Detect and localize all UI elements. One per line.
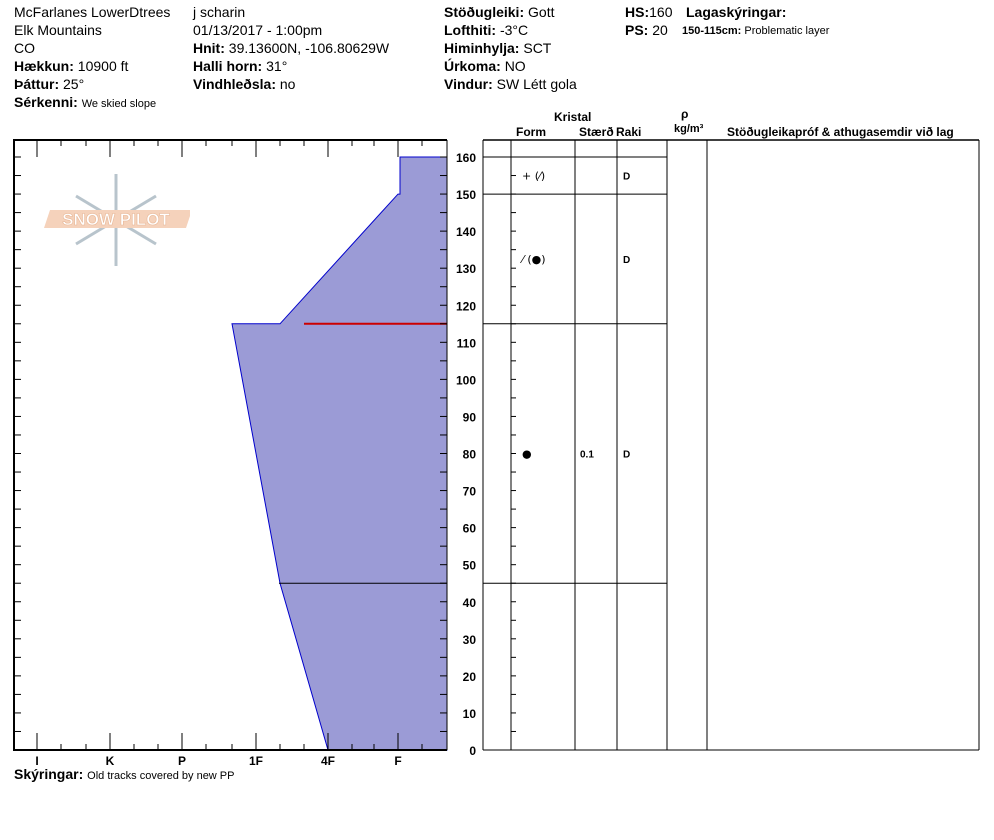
layer-moisture: D bbox=[623, 255, 630, 266]
y-tick-label: 120 bbox=[456, 299, 476, 313]
observer: j scharin bbox=[193, 4, 246, 20]
y-tick-label: 60 bbox=[463, 522, 477, 536]
y-tick-label: 140 bbox=[456, 225, 476, 239]
layer-moisture: D bbox=[623, 172, 630, 183]
layer-form: + (⁄) bbox=[522, 170, 545, 183]
coords: Hnit: 39.13600N, -106.80629W bbox=[193, 40, 390, 56]
layer-form: ⁄ (●) bbox=[519, 253, 546, 266]
sky: Himinhylja: SCT bbox=[444, 40, 552, 56]
y-tick-label: 80 bbox=[463, 448, 477, 462]
chart-frame bbox=[13, 139, 447, 751]
svg-text:SNOW PILOT: SNOW PILOT bbox=[62, 210, 170, 229]
y-tick-label: 90 bbox=[463, 410, 477, 424]
wind: Vindur: SW Létt gola bbox=[444, 76, 577, 92]
datetime: 01/13/2017 - 1:00pm bbox=[193, 22, 323, 38]
layer-form: ● bbox=[522, 448, 532, 461]
hardness-profile-area bbox=[231, 156, 448, 751]
snowflake-icon: SNOW PILOT bbox=[44, 174, 190, 266]
x-tick-label: 4F bbox=[321, 754, 335, 768]
y-tick-label: 130 bbox=[456, 262, 476, 276]
layer-notes-label: Lagaskýringar: bbox=[686, 4, 787, 20]
x-tick-label: 1F bbox=[249, 754, 263, 768]
notes: Sérkenni: We skied slope bbox=[14, 94, 157, 110]
form-header: Form bbox=[516, 125, 546, 139]
slope: Halli horn: 31° bbox=[193, 58, 288, 74]
y-tick-label: 0 bbox=[469, 744, 476, 758]
x-tick-label: F bbox=[394, 754, 401, 768]
y-tick-label: 150 bbox=[456, 188, 476, 202]
size-header: Stærð bbox=[579, 125, 614, 139]
moisture-header: Raki bbox=[616, 125, 642, 139]
y-tick-label: 70 bbox=[463, 485, 477, 499]
y-tick-label: 100 bbox=[456, 373, 476, 387]
hs: HS:160 bbox=[625, 4, 673, 20]
state: CO bbox=[14, 40, 35, 56]
snowpilot-logo: SNOW PILOT bbox=[40, 172, 190, 268]
layer-moisture: D bbox=[623, 450, 630, 461]
x-tick-label: P bbox=[178, 754, 186, 768]
comments-header: Stöðugleikapróf & athugasemdir við lag bbox=[727, 125, 954, 139]
x-tick-label: I bbox=[35, 754, 38, 768]
air-temp: Lofthiti: -3°C bbox=[444, 22, 529, 38]
y-tick-label: 160 bbox=[456, 151, 476, 165]
footer-comments: Skýringar: Old tracks covered by new PP bbox=[14, 766, 235, 782]
precip: Úrkoma: NO bbox=[444, 58, 526, 74]
y-tick-label: 110 bbox=[457, 336, 477, 350]
density-unit-header: kg/m³ bbox=[674, 123, 704, 135]
layer-note: 150-115cm: Problematic layer bbox=[682, 25, 830, 37]
rho-header: ρ bbox=[681, 107, 689, 121]
y-tick-label: 10 bbox=[463, 707, 477, 721]
wind-loading: Vindhleðsla: no bbox=[193, 76, 296, 92]
y-tick-label: 30 bbox=[463, 633, 477, 647]
stability: Stöðugleiki: Gott bbox=[444, 4, 555, 20]
y-tick-label: 40 bbox=[463, 596, 477, 610]
y-tick-label: 50 bbox=[463, 559, 477, 573]
aspect: Þáttur: 25° bbox=[14, 76, 85, 92]
y-tick-label: 20 bbox=[463, 670, 477, 684]
layer-size: 0.1 bbox=[580, 450, 594, 461]
x-tick-label: K bbox=[106, 754, 115, 768]
ps: PS: 20 bbox=[625, 22, 668, 38]
site-name: McFarlanes LowerDtrees bbox=[14, 4, 171, 20]
elevation: Hækkun: 10900 ft bbox=[14, 58, 129, 74]
range: Elk Mountains bbox=[14, 22, 102, 38]
crystal-header: Kristal bbox=[554, 110, 592, 124]
